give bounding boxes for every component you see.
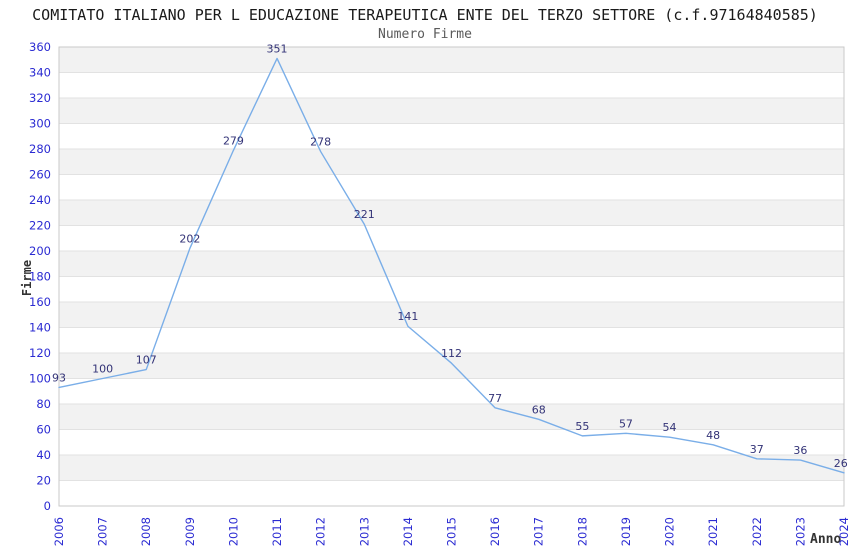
plot-band (59, 200, 844, 226)
x-tick-label: 2017 (532, 517, 546, 546)
x-tick-label: 2022 (750, 517, 764, 546)
x-tick-label: 2007 (96, 517, 110, 546)
y-tick-label: 240 (29, 193, 51, 207)
data-label: 202 (179, 232, 200, 245)
chart-subtitle: Numero Firme (378, 27, 472, 42)
data-label: 55 (575, 420, 589, 433)
x-tick-label: 2021 (706, 517, 720, 546)
x-tick-label: 2016 (488, 517, 502, 546)
x-tick-label: 2023 (793, 517, 807, 546)
plot-band (59, 98, 844, 124)
y-tick-label: 60 (36, 423, 51, 437)
plot-border (58, 46, 845, 507)
y-tick-label: 140 (29, 321, 51, 335)
plot-band (59, 251, 844, 277)
data-label: 100 (92, 363, 113, 376)
chart-title: COMITATO ITALIANO PER L EDUCAZIONE TERAP… (32, 6, 818, 24)
y-tick-label: 300 (29, 117, 51, 131)
x-axis-title: Anno (810, 532, 842, 547)
data-label: 68 (532, 403, 546, 416)
x-tick-label: 2012 (314, 517, 328, 546)
data-label: 37 (750, 443, 764, 456)
y-tick-label: 80 (36, 397, 51, 411)
y-tick-label: 320 (29, 91, 51, 105)
x-tick-label: 2008 (139, 517, 153, 546)
x-tick-label: 2010 (226, 517, 240, 546)
x-tick-label: 2024 (837, 517, 850, 546)
data-label: 112 (441, 347, 462, 360)
x-tick-label: 2018 (575, 517, 589, 546)
x-tick-label: 2013 (357, 517, 371, 546)
data-label: 221 (354, 208, 375, 221)
y-tick-label: 160 (29, 295, 51, 309)
x-tick-label: 2015 (445, 517, 459, 546)
x-tick-label: 2011 (270, 517, 284, 546)
data-label: 48 (706, 429, 720, 442)
x-tick-label: 2019 (619, 517, 633, 546)
y-tick-label: 100 (29, 372, 51, 386)
y-tick-label: 340 (29, 66, 51, 80)
plot-band (59, 302, 844, 328)
x-tick-label: 2020 (663, 517, 677, 546)
series-line (58, 57, 845, 474)
data-label: 279 (223, 134, 244, 147)
x-tick-label: 2014 (401, 517, 415, 546)
data-label: 26 (834, 457, 848, 470)
plot-band (59, 404, 844, 430)
plot-band (59, 47, 844, 73)
y-tick-label: 200 (29, 244, 51, 258)
data-label: 278 (310, 136, 331, 149)
y-tick-label: 220 (29, 219, 51, 233)
plot-band (59, 149, 844, 175)
data-label: 77 (488, 392, 502, 405)
plot-band (59, 455, 844, 481)
data-label: 107 (136, 354, 157, 367)
y-tick-label: 20 (36, 474, 51, 488)
x-tick-label: 2006 (52, 517, 66, 546)
data-label: 141 (397, 310, 418, 323)
y-tick-label: 180 (29, 270, 51, 284)
data-label: 36 (793, 444, 807, 457)
y-tick-label: 280 (29, 142, 51, 156)
data-label: 57 (619, 417, 633, 430)
y-tick-label: 120 (29, 346, 51, 360)
x-tick-label: 2009 (183, 517, 197, 546)
data-label: 54 (663, 421, 677, 434)
y-tick-label: 0 (44, 499, 51, 513)
y-tick-label: 260 (29, 168, 51, 182)
plot-band (59, 353, 844, 379)
y-tick-label: 360 (29, 40, 51, 54)
data-label: 93 (52, 371, 66, 384)
data-label: 351 (267, 42, 288, 55)
y-tick-label: 40 (36, 448, 51, 462)
